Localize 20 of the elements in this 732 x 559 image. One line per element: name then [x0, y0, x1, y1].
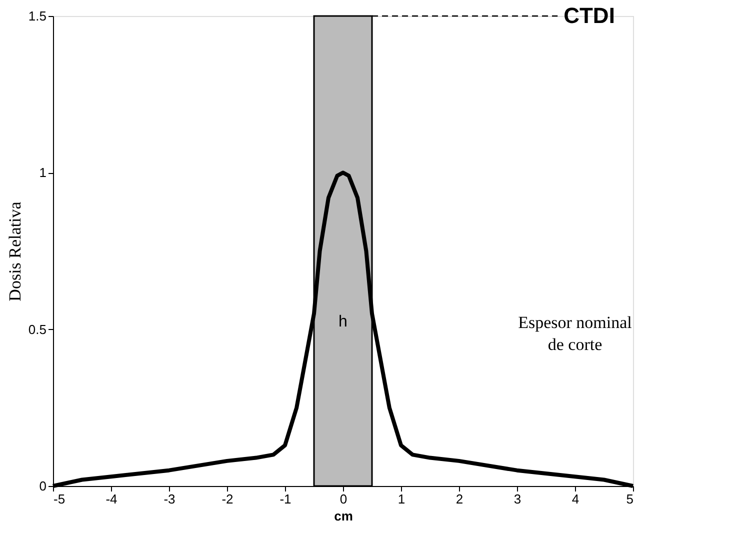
x-tick-label: -4	[106, 492, 118, 506]
y-tick-label: 0.5	[28, 322, 46, 337]
x-tick-label: -1	[280, 492, 292, 506]
x-tick-label: 2	[456, 492, 464, 506]
x-tick-label: -2	[222, 492, 234, 506]
x-axis-title: cm	[334, 508, 353, 524]
band-label: h	[338, 313, 348, 330]
ref-line-label: CTDI	[564, 3, 615, 28]
y-tick-label: 0	[39, 478, 46, 494]
x-tick-label: 0	[340, 492, 348, 506]
x-tick-label: -5	[54, 492, 66, 506]
x-tick-label: 5	[626, 492, 634, 506]
x-tick-label: 1	[398, 492, 406, 506]
x-tick-label: 4	[572, 492, 580, 506]
y-tick-label: 1	[39, 165, 46, 180]
y-axis-title: Dosis Relativa	[5, 201, 24, 302]
annotation: Espesor nominal de corte	[518, 313, 632, 354]
x-tick-label: -3	[164, 492, 176, 506]
x-tick-label: 3	[514, 492, 522, 506]
y-tick-label: 1.5	[28, 8, 46, 24]
